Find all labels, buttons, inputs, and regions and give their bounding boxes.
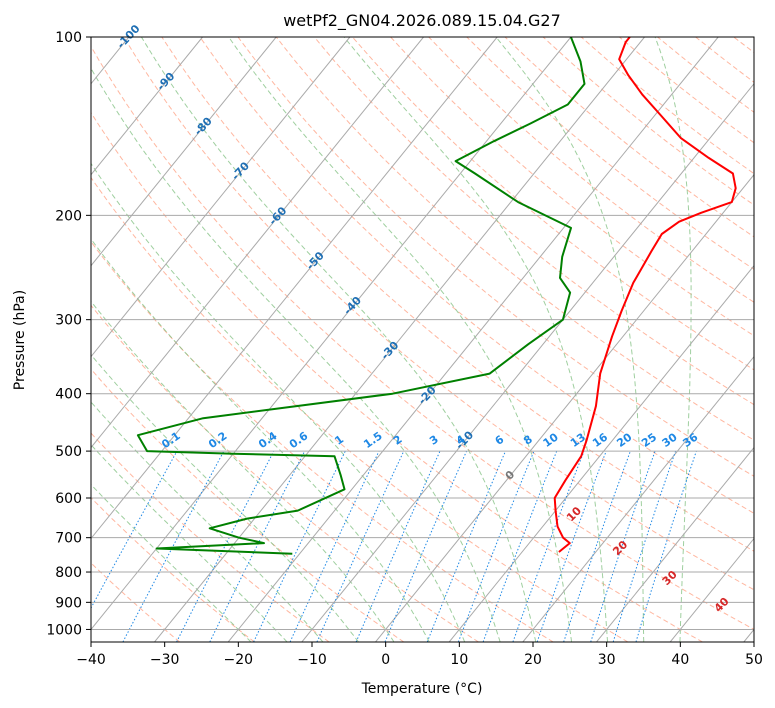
x-tick-label: 20 xyxy=(524,652,542,668)
y-tick-label: 500 xyxy=(55,444,82,460)
dry-adiabat xyxy=(91,432,330,642)
dry-adiabat xyxy=(123,37,754,591)
isotherm xyxy=(91,37,572,631)
mixing-ratio-line xyxy=(612,450,677,642)
temperature-line xyxy=(553,37,737,553)
isotherm xyxy=(669,537,754,642)
mixing-ratio-line xyxy=(91,450,178,610)
x-tick-label: 50 xyxy=(745,652,763,668)
background-lines xyxy=(91,37,754,642)
dry-adiabat xyxy=(352,37,754,371)
moist-adiabat xyxy=(91,401,324,642)
y-tick-label: 200 xyxy=(55,208,82,224)
isotherm xyxy=(522,355,754,642)
moist-adiabat xyxy=(91,444,288,642)
moist-adiabat xyxy=(91,238,430,642)
dry-adiabat xyxy=(161,37,754,552)
chart-title: wetPf2_GN04.2026.089.15.04.G27 xyxy=(283,11,561,31)
isotherm xyxy=(448,264,754,642)
mixing-ratio-line xyxy=(426,450,506,642)
isotherm xyxy=(154,37,645,642)
y-tick-label: 1000 xyxy=(46,622,82,638)
x-tick-label: 30 xyxy=(598,652,616,668)
mixing-ratio-line xyxy=(316,450,405,642)
dry-adiabat xyxy=(91,111,703,642)
dry-adiabat xyxy=(91,240,554,642)
y-tick-label: 800 xyxy=(55,565,82,581)
x-axis-label: Temperature (°C) xyxy=(361,681,483,697)
dry-adiabat xyxy=(199,37,754,514)
isotherm xyxy=(301,82,754,642)
mixing-ratio-line xyxy=(457,450,535,642)
y-tick-label: 700 xyxy=(55,531,82,547)
isotherm xyxy=(596,446,754,642)
mixing-ratio-line xyxy=(590,450,656,642)
moist-adiabat xyxy=(228,37,573,642)
moist-adiabat xyxy=(140,37,537,642)
mixing-ratio-line xyxy=(563,450,631,642)
x-axis: −40 −30 −20 −10 0 10 20 30 40 50 xyxy=(76,642,763,668)
mixing-ratio-line xyxy=(289,450,380,642)
x-tick-label: −20 xyxy=(224,652,254,668)
dry-adiabat xyxy=(91,496,255,642)
y-tick-label: 100 xyxy=(55,30,82,46)
moist-adiabat xyxy=(495,37,645,642)
moist-adiabat xyxy=(91,300,395,642)
dry-adiabat xyxy=(91,176,629,642)
x-tick-label: 0 xyxy=(381,652,390,668)
moist-adiabat xyxy=(91,483,252,642)
dry-adiabat xyxy=(91,45,754,630)
dry-adiabat xyxy=(313,37,754,406)
pressure-grid xyxy=(91,37,754,630)
dry-adiabat xyxy=(91,304,479,642)
mixing-ratio-line xyxy=(384,450,468,642)
moist-adiabat xyxy=(91,67,501,642)
y-tick-label: 300 xyxy=(55,313,82,329)
dewpoint-line xyxy=(136,37,586,555)
mixing-ratio-line xyxy=(482,450,558,642)
isotherm xyxy=(375,173,754,642)
isotherm xyxy=(91,37,424,449)
y-tick-label: 600 xyxy=(55,491,82,507)
x-tick-label: −30 xyxy=(150,652,180,668)
mixing-ratio-line xyxy=(209,450,306,642)
isotherm xyxy=(91,37,203,176)
mixing-ratio-line xyxy=(635,450,697,642)
x-tick-label: −40 xyxy=(76,652,106,668)
mixing-ratio-line xyxy=(355,450,441,642)
y-axis: 100 200 300 400 500 600 700 800 900 1000 xyxy=(46,30,91,638)
y-tick-label: 400 xyxy=(55,387,82,403)
x-tick-label: −10 xyxy=(297,652,327,668)
isotherm xyxy=(227,37,719,642)
moist-adiabat xyxy=(91,354,359,642)
y-tick-label: 900 xyxy=(55,595,82,611)
mixing-ratio-line xyxy=(536,450,607,642)
isotherm xyxy=(91,37,498,540)
mixing-ratio-line xyxy=(176,450,275,642)
isotherm xyxy=(91,37,351,358)
mixing-ratio-line xyxy=(122,450,225,642)
x-tick-label: 10 xyxy=(450,652,468,668)
profile-lines xyxy=(136,37,737,555)
mixing-ratio-line xyxy=(512,450,585,642)
plot-frame xyxy=(90,36,755,643)
dry-adiabat xyxy=(237,37,754,477)
y-axis-label: Pressure (hPa) xyxy=(12,290,28,390)
moist-adiabat xyxy=(654,37,692,642)
isotherm xyxy=(91,37,277,267)
dry-adiabat xyxy=(91,562,181,642)
x-tick-label: 40 xyxy=(671,652,689,668)
